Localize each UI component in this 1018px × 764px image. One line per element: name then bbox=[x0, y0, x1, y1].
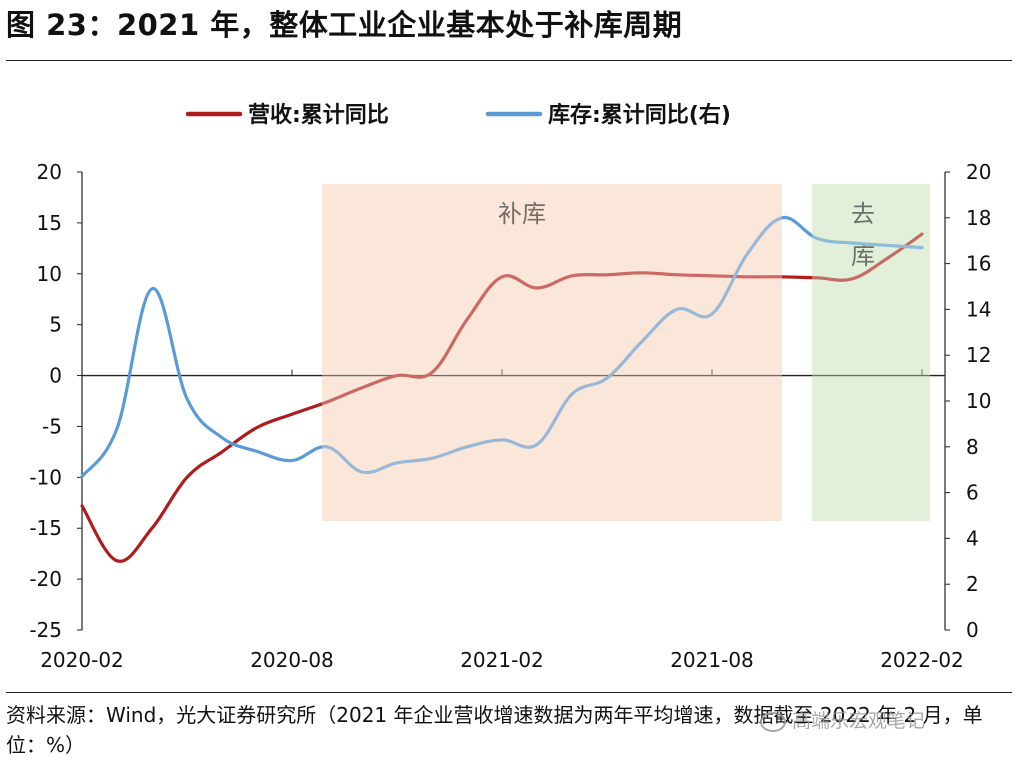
x-tick-label: 2020-08 bbox=[250, 648, 334, 672]
left-tick-label: 0 bbox=[49, 364, 62, 388]
left-tick-label: -5 bbox=[42, 414, 62, 438]
left-tick-label: -25 bbox=[29, 618, 62, 642]
revenue-line bbox=[80, 232, 924, 563]
chart: 补库 去库 -25 -20 -15 -10 -5 0 5 10 15 20 0 2 4 6 8 10 12 14 1… bbox=[29, 102, 991, 672]
left-axis: -25 -20 -15 -10 -5 0 5 10 15 20 bbox=[29, 160, 83, 642]
right-tick-label: 20 bbox=[966, 160, 991, 184]
x-tick-label: 2022-02 bbox=[880, 648, 964, 672]
right-tick-label: 14 bbox=[966, 297, 991, 321]
watermark: 高端乐宏观笔记 bbox=[760, 706, 925, 733]
left-tick-label: 10 bbox=[37, 262, 62, 286]
x-tick-label: 2021-08 bbox=[670, 648, 754, 672]
watermark-text: 高端乐宏观笔记 bbox=[792, 710, 926, 732]
series-lines bbox=[80, 184, 930, 563]
region-tint-destock bbox=[812, 184, 930, 521]
chat-icon bbox=[760, 711, 786, 732]
legend-label-revenue: 营收:累计同比 bbox=[248, 102, 389, 128]
right-tick-label: 12 bbox=[966, 343, 991, 367]
right-axis: 0 2 4 6 8 10 12 14 16 18 20 bbox=[944, 160, 991, 642]
left-tick-label: -20 bbox=[29, 567, 62, 591]
right-tick-label: 16 bbox=[966, 252, 991, 276]
region-label-restock: 补库 bbox=[498, 200, 546, 228]
source-note: 资料来源：Wind，光大证券研究所（2021 年企业营收增速数据为两年平均增速，… bbox=[6, 703, 983, 757]
right-tick-label: 2 bbox=[966, 572, 979, 596]
title-divider bbox=[6, 60, 1012, 61]
region-tint-restock bbox=[322, 184, 782, 521]
region-restock bbox=[322, 184, 782, 521]
right-tick-label: 6 bbox=[966, 481, 979, 505]
x-tick-label: 2021-02 bbox=[460, 648, 544, 672]
x-tick-label: 2020-02 bbox=[40, 648, 124, 672]
left-tick-label: 5 bbox=[49, 313, 62, 337]
region-label-destock: 去库 bbox=[851, 200, 875, 270]
right-tick-label: 4 bbox=[966, 526, 979, 550]
figure-title: 图 23：2021 年，整体工业企业基本处于补库周期 bbox=[6, 8, 683, 42]
right-tick-label: 10 bbox=[966, 389, 991, 413]
left-tick-label: -15 bbox=[29, 516, 62, 540]
legend-label-inventory: 库存:累计同比(右) bbox=[548, 102, 731, 128]
left-tick-label: 20 bbox=[37, 160, 62, 184]
legend: 营收:累计同比 库存:累计同比(右) bbox=[185, 102, 731, 128]
source-divider bbox=[6, 692, 1012, 693]
left-tick-label: 15 bbox=[37, 211, 62, 235]
x-axis: 2020-02 2020-08 2021-02 2021-08 2022-02 bbox=[40, 369, 964, 672]
right-tick-label: 0 bbox=[966, 618, 979, 642]
right-tick-label: 18 bbox=[966, 206, 991, 230]
left-tick-label: -10 bbox=[29, 465, 62, 489]
right-tick-label: 8 bbox=[966, 435, 979, 459]
chart-regions: 补库 去库 bbox=[322, 184, 930, 521]
inventory-line bbox=[80, 216, 924, 479]
